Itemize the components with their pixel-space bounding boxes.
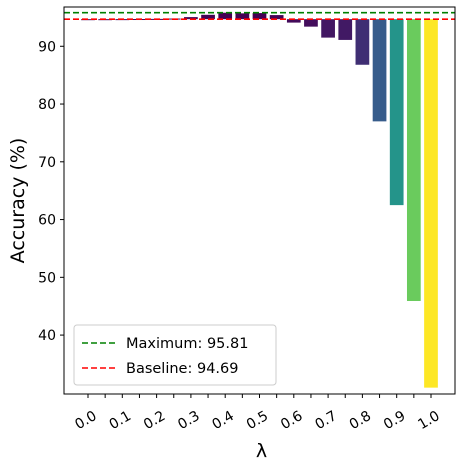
bars — [81, 12, 438, 388]
bar — [252, 13, 267, 20]
y-tick-label: 90 — [38, 39, 56, 55]
x-tick-label: 0.9 — [381, 408, 408, 433]
x-tick-label: 0.7 — [312, 408, 339, 433]
bar — [201, 14, 215, 20]
bar — [355, 19, 370, 65]
bar — [321, 19, 335, 38]
y-axis-title: Accuracy (%) — [7, 138, 29, 264]
bar — [406, 19, 421, 302]
x-tick-label: 0.2 — [141, 408, 168, 433]
x-axis-title: λ — [256, 440, 267, 462]
bar — [81, 19, 95, 21]
legend-box — [73, 324, 277, 386]
bar — [218, 12, 233, 20]
bar — [235, 13, 250, 20]
y-tick-label: 50 — [38, 270, 56, 286]
legend-label: Baseline: 94.69 — [126, 361, 238, 377]
y-tick-label: 80 — [38, 97, 56, 113]
x-tick-label: 0.4 — [210, 408, 237, 433]
y-tick-label: 40 — [38, 328, 56, 344]
reference-lines — [64, 11, 455, 20]
legend: Maximum: 95.81 Baseline: 94.69 — [73, 324, 277, 386]
x-tick-label: 0.5 — [244, 408, 271, 433]
legend-label: Maximum: 95.81 — [126, 336, 248, 352]
bar — [372, 19, 387, 122]
bar — [269, 15, 284, 20]
bar — [286, 19, 301, 23]
x-tick-label: 0.0 — [72, 408, 99, 433]
x-tick-label: 0.8 — [347, 408, 374, 433]
x-tick-label: 1.0 — [415, 408, 442, 433]
axes: 40 50 60 70 80 90 0.0 0.1 0.2 0.3 0.4 0.5 0.6 0.7 0.8 0… — [7, 6, 456, 462]
bar — [389, 19, 404, 206]
bar — [338, 19, 353, 40]
bar — [184, 17, 198, 20]
x-tick-label: 0.1 — [107, 408, 134, 433]
y-tick-label: 60 — [38, 213, 56, 229]
x-tick-label: 0.6 — [278, 408, 305, 433]
y-tick-label: 70 — [38, 155, 56, 171]
bar — [304, 19, 318, 27]
x-tick-label: 0.3 — [175, 408, 202, 433]
bar — [424, 19, 438, 388]
